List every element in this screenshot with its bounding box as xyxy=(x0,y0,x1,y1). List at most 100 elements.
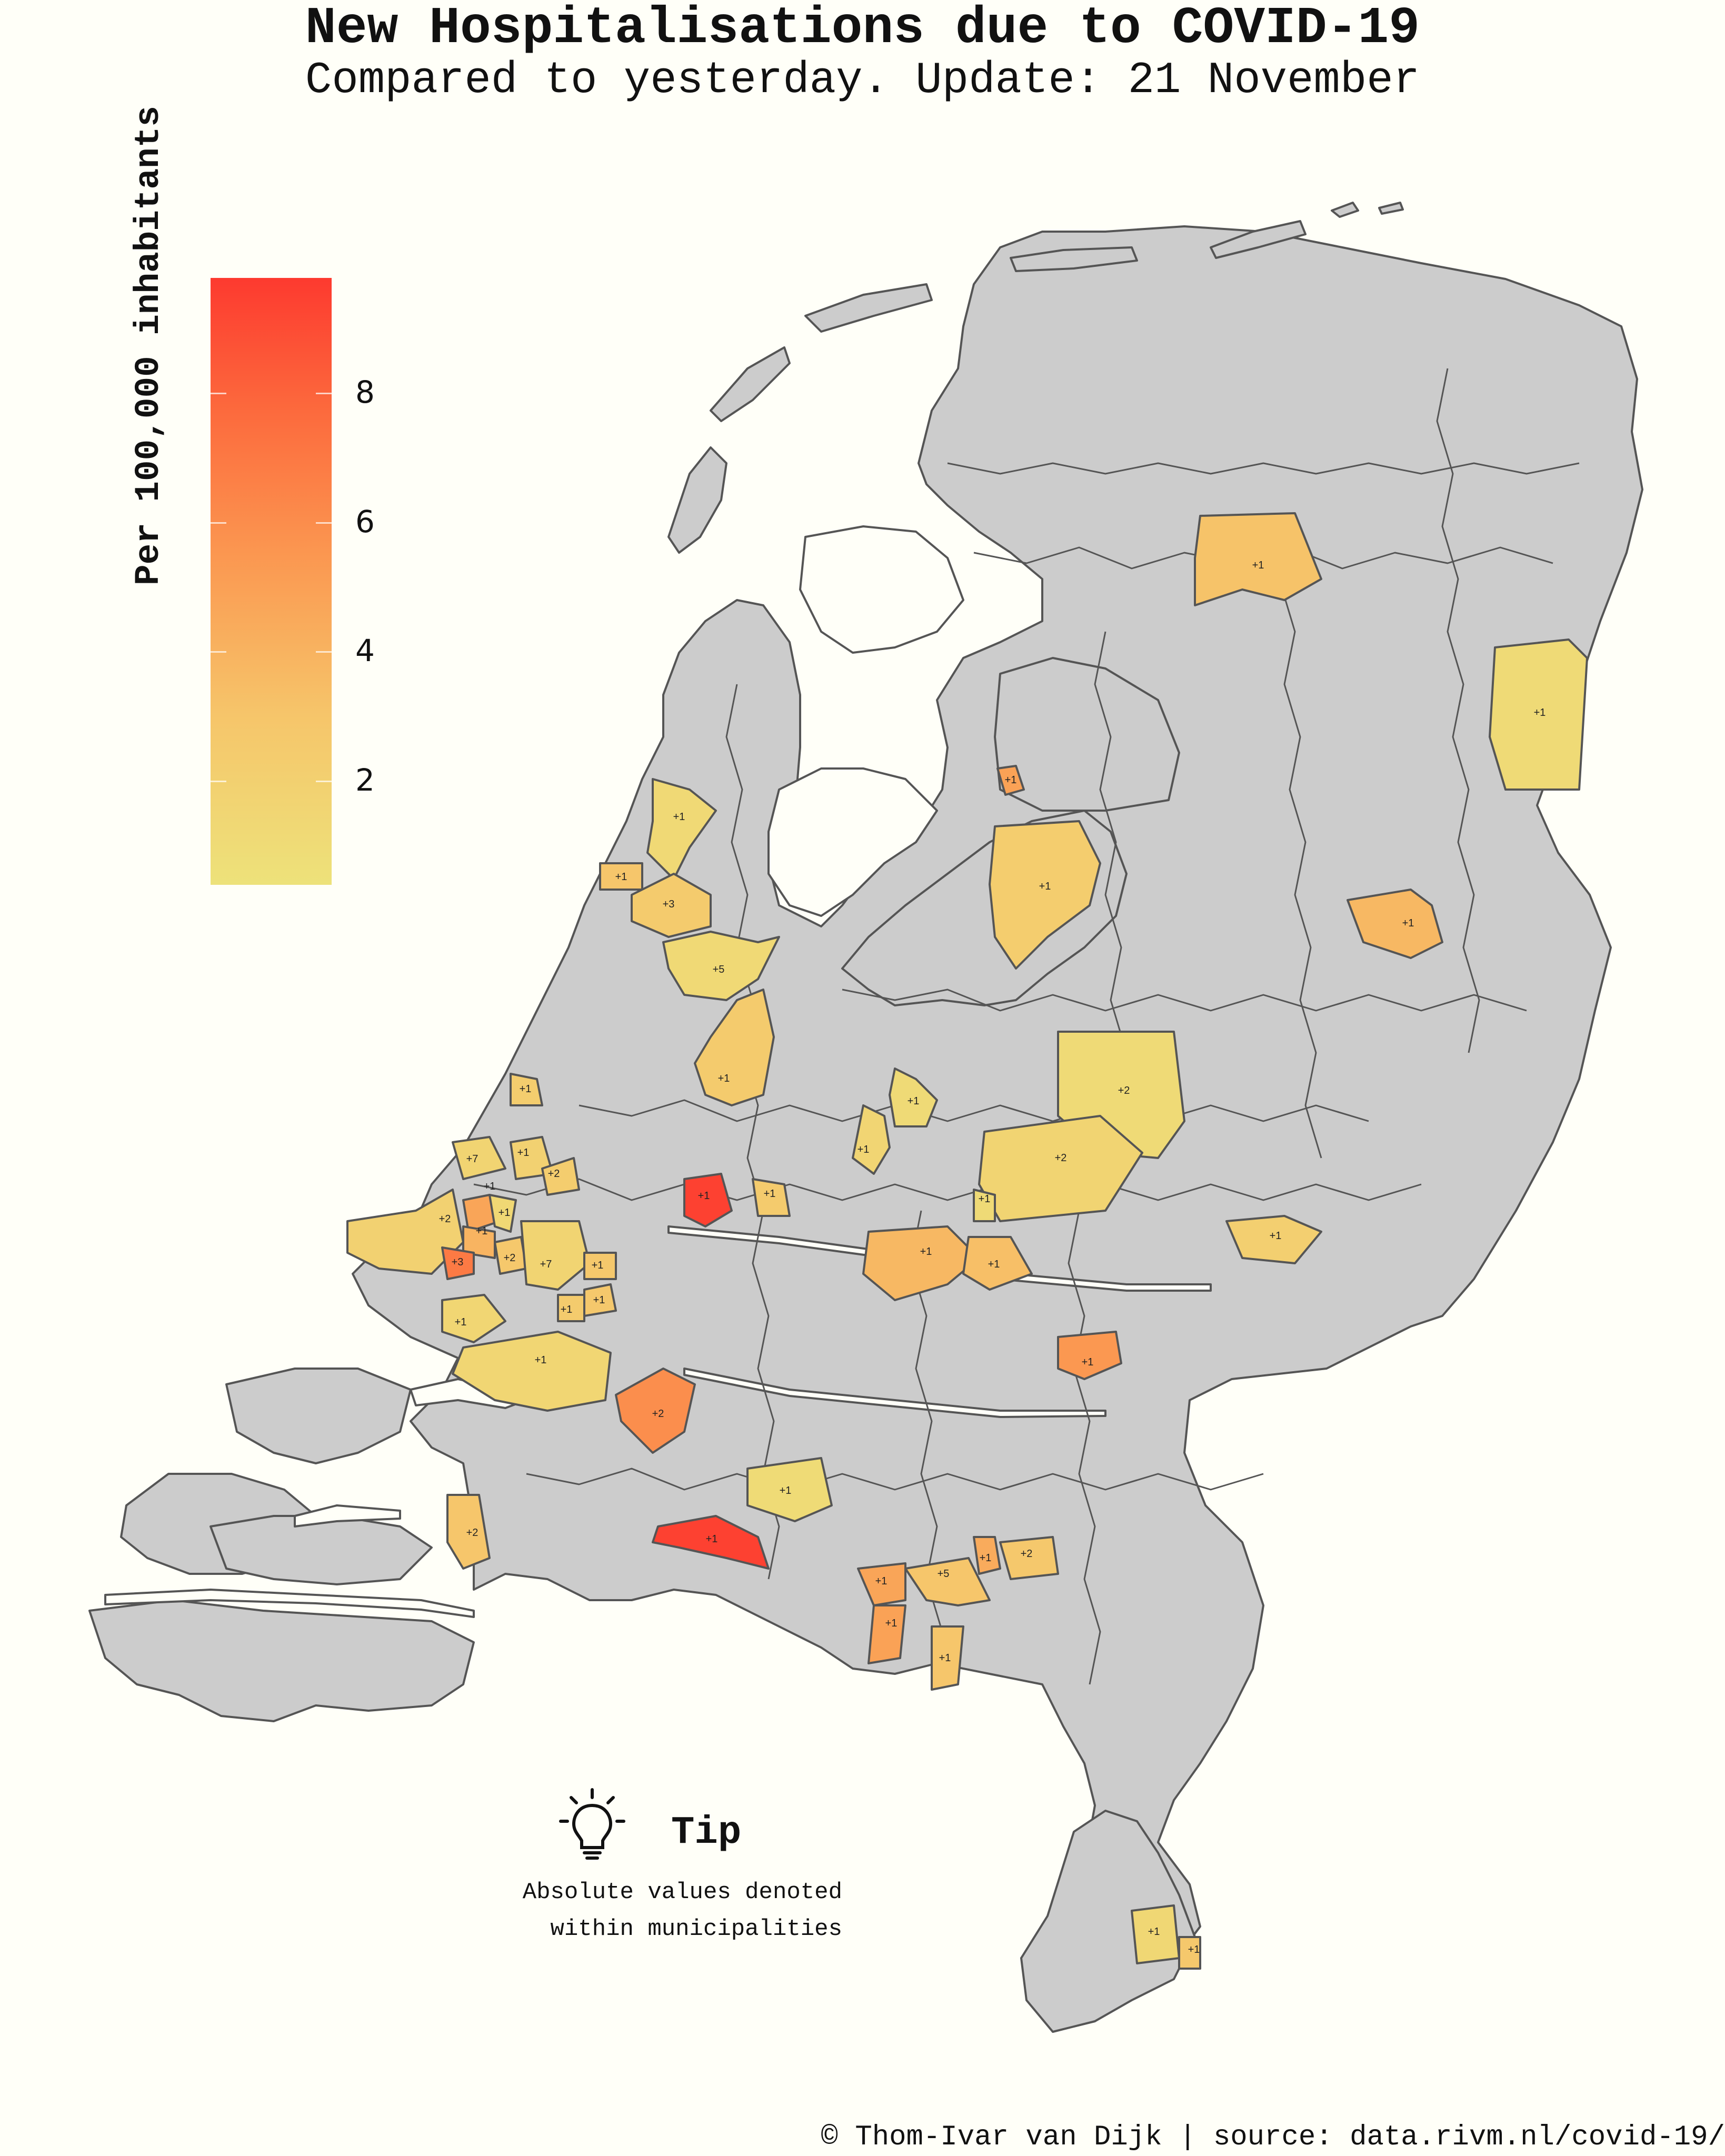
municipality-shape xyxy=(1178,1936,1201,1970)
municipality-label: +2 xyxy=(504,1252,516,1264)
ijsselmeer xyxy=(767,767,938,917)
municipality-label: +1 xyxy=(1005,774,1017,786)
municipality-shape xyxy=(904,1557,991,1606)
municipality-label: +1 xyxy=(484,1181,496,1192)
municipality-shape xyxy=(1225,1215,1322,1264)
municipality-label: +2 xyxy=(1021,1548,1033,1560)
chart-title: New Hospitalisations due to COVID-19 xyxy=(305,0,1420,58)
legend-tick-mark xyxy=(316,522,332,524)
oosterschelde xyxy=(294,1504,401,1528)
municipality-shape xyxy=(746,1457,833,1522)
municipality-shape xyxy=(962,1236,1033,1291)
municipality-shape xyxy=(694,989,775,1106)
municipality-shape xyxy=(931,1625,964,1691)
lightbulb-icon xyxy=(559,1788,625,1860)
municipality-shape xyxy=(973,1536,1001,1575)
legend-tick-mark xyxy=(211,651,226,653)
municipality-shape xyxy=(615,1368,696,1454)
municipality-shape xyxy=(441,1246,475,1280)
schiermonnikoog-island xyxy=(1210,220,1307,259)
municipality-label: +1 xyxy=(517,1147,530,1159)
water-bodies xyxy=(104,525,1212,1618)
terschelling-island xyxy=(804,283,933,333)
municipality-label: +1 xyxy=(592,1260,604,1271)
municipality-shape xyxy=(452,1136,506,1180)
municipality-label: +1 xyxy=(939,1652,951,1664)
municipality-label: +1 xyxy=(1148,1926,1160,1938)
legend-tick-mark xyxy=(211,781,226,782)
legend-tick-label: 4 xyxy=(355,633,375,668)
municipality-label: +1 xyxy=(561,1304,573,1315)
municipality-labels: +1 +1 +1 +1 +1 +1 +1 +3 +5 +1 +1 +1 +2 +… xyxy=(439,560,1546,1955)
municipality-label: +1 xyxy=(980,1552,992,1564)
rottumeroog-island xyxy=(1331,202,1359,218)
municipality-label: +2 xyxy=(466,1527,478,1539)
municipality-label: +1 xyxy=(885,1618,898,1629)
legend-tick-label: 8 xyxy=(355,374,375,410)
municipality-label: +1 xyxy=(1534,707,1546,718)
source-credit: © Thom-Ivar van Dijk | source: data.rivm… xyxy=(821,2121,1725,2153)
municipality-shape xyxy=(662,931,780,1001)
municipality-label: +1 xyxy=(920,1246,932,1257)
municipality-shape xyxy=(868,1604,906,1664)
municipality-label: +1 xyxy=(988,1259,1000,1270)
municipality-label: +1 xyxy=(673,811,685,823)
municipality-shape xyxy=(996,765,1025,796)
municipality-label: +1 xyxy=(615,871,627,883)
legend-tick-mark xyxy=(211,522,226,524)
legend-tick-label: 2 xyxy=(355,762,375,798)
limburg-shape xyxy=(1020,1810,1196,2033)
municipality-shape xyxy=(520,1220,591,1291)
municipality-shape xyxy=(973,1189,996,1222)
municipality-shape xyxy=(989,820,1101,970)
municipality-label: +2 xyxy=(548,1168,560,1180)
municipality-shape xyxy=(752,1178,791,1217)
westerschelde xyxy=(104,1589,475,1618)
municipality-label: +3 xyxy=(663,899,675,910)
legend-colorbar xyxy=(211,278,332,885)
municipality-shape xyxy=(441,1294,506,1343)
municipality-shape xyxy=(583,1252,617,1280)
municipality-label: +1 xyxy=(476,1225,488,1237)
municipality-label: +7 xyxy=(466,1153,478,1165)
zeeland-flanders xyxy=(88,1599,475,1722)
municipality-shape xyxy=(541,1157,580,1196)
municipality-shape xyxy=(852,1104,891,1175)
municipality-shape xyxy=(978,1115,1143,1222)
municipality-shape xyxy=(889,1067,938,1127)
tip-text-line1: Absolute values denoted xyxy=(522,1879,842,1905)
rottumerplaat-island xyxy=(1378,202,1404,215)
municipality-shape xyxy=(557,1294,585,1322)
municipality-label: +1 xyxy=(1188,1944,1200,1955)
legend-tick-label: 6 xyxy=(355,504,375,540)
municipality-label: +5 xyxy=(713,964,725,975)
tip-text-line2: within municipalities xyxy=(550,1916,843,1942)
municipality-label: +1 xyxy=(780,1485,792,1496)
legend-tick-mark xyxy=(211,393,226,394)
municipality-shape xyxy=(1489,638,1588,791)
municipality-label: +1 xyxy=(1402,917,1414,929)
municipality-shape xyxy=(1347,889,1443,959)
municipality-label: +1 xyxy=(908,1095,920,1107)
municipality-label: +1 xyxy=(1039,881,1051,892)
municipality-label: +2 xyxy=(1055,1152,1067,1164)
municipality-shape xyxy=(631,873,712,938)
chart-subtitle: Compared to yesterday. Update: 21 Novemb… xyxy=(305,56,1420,106)
municipality-label: +5 xyxy=(938,1568,950,1580)
texel-island xyxy=(667,446,727,554)
municipality-shape xyxy=(488,1194,517,1233)
municipality-label: +1 xyxy=(535,1354,547,1366)
municipality-label: +1 xyxy=(764,1188,776,1200)
municipality-label: +1 xyxy=(875,1575,888,1587)
municipality-label: +1 xyxy=(1082,1356,1094,1368)
municipality-shape xyxy=(446,1494,491,1570)
highlighted-municipalities xyxy=(346,512,1588,1970)
legend-tick-mark xyxy=(316,393,332,394)
wadden-sea xyxy=(799,525,964,654)
municipality-shape xyxy=(857,1562,906,1606)
municipality-label: +1 xyxy=(706,1533,718,1545)
municipality-label: +1 xyxy=(979,1193,991,1205)
municipality-label: +2 xyxy=(652,1408,664,1420)
municipality-shape xyxy=(452,1331,612,1412)
municipality-label: +1 xyxy=(1270,1230,1282,1242)
